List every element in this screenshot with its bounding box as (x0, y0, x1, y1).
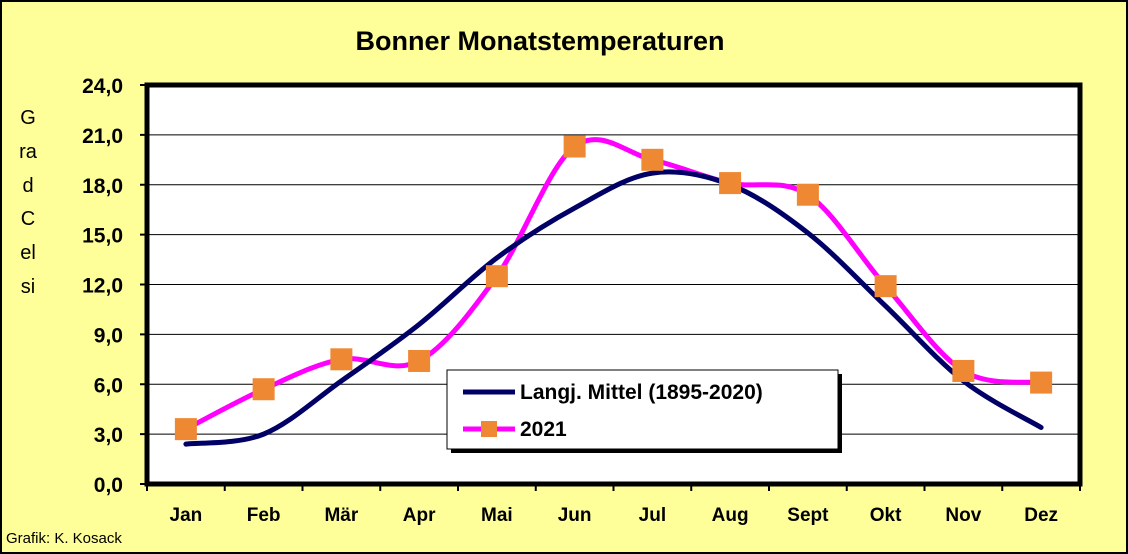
data-point-2021 (719, 172, 742, 195)
data-point-2021 (563, 135, 586, 158)
x-tick-label: Nov (945, 505, 981, 526)
data-point-2021 (174, 418, 197, 441)
x-tick-label: Okt (870, 505, 902, 526)
legend-label-2021: 2021 (520, 418, 567, 441)
data-point-2021 (408, 349, 431, 372)
chart-credit: Grafik: K. Kosack (6, 530, 122, 547)
data-point-2021 (874, 275, 897, 298)
chart-title: Bonner Monatstemperaturen (355, 26, 725, 56)
data-point-2021 (952, 359, 975, 382)
data-point-2021 (796, 183, 819, 206)
legend-label-mittel: Langj. Mittel (1895-2020) (520, 381, 763, 404)
y-tick-label: 12,0 (82, 275, 123, 298)
data-point-2021 (1030, 371, 1053, 394)
y-tick-label: 24,0 (82, 75, 123, 98)
y-tick-label: 21,0 (82, 125, 123, 148)
x-tick-label: Dez (1024, 505, 1058, 526)
legend-marker-2021 (481, 421, 497, 437)
x-tick-label: Apr (403, 505, 436, 526)
data-point-2021 (330, 348, 353, 371)
y-tick-label: 0,0 (94, 474, 123, 497)
series-line-mittel (183, 169, 1044, 447)
x-tick-label: Mär (324, 505, 358, 526)
legend-box (446, 369, 839, 450)
x-tick-label: Jun (558, 505, 592, 526)
x-tick-label: Aug (712, 505, 749, 526)
data-point-2021 (485, 265, 508, 288)
data-point-2021 (252, 378, 275, 401)
data-point-2021 (641, 148, 664, 171)
y-tick-label: 6,0 (94, 374, 123, 397)
y-tick-label: 9,0 (94, 324, 123, 347)
y-tick-label: 18,0 (82, 175, 123, 198)
y-axis-label: Grad Celsi (19, 107, 40, 298)
y-tick-label: 15,0 (82, 225, 123, 248)
x-tick-label: Mai (481, 505, 513, 526)
x-tick-label: Feb (247, 505, 281, 526)
x-tick-label: Jul (639, 505, 666, 526)
x-tick-label: Jan (170, 505, 203, 526)
x-tick-label: Sept (787, 505, 829, 526)
y-tick-label: 3,0 (94, 424, 123, 447)
